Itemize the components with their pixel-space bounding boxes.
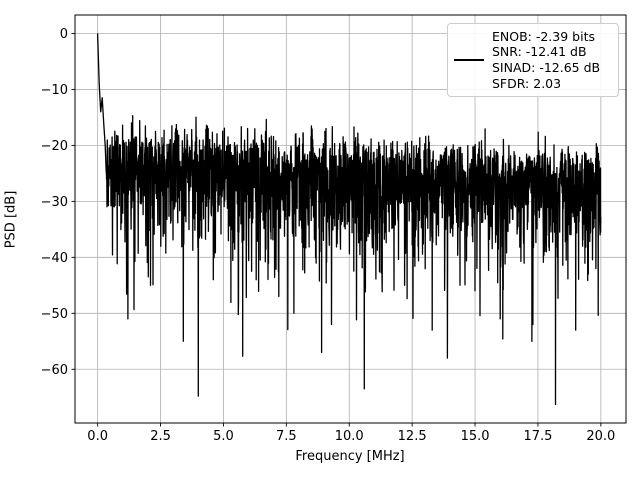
legend-line-sample: [454, 59, 484, 61]
legend-entry-snr: SNR: -12.41 dB: [492, 44, 587, 60]
psd-trace: [96, 33, 602, 406]
x-tick-label: 0.0: [87, 429, 108, 444]
x-tick-label: 12.5: [398, 429, 427, 444]
legend-entry-enob: ENOB: -2.39 bits: [492, 28, 595, 44]
y-tick-label: −30: [41, 195, 68, 210]
x-tick-label: 7.5: [276, 429, 297, 444]
x-axis-label: Frequency [MHz]: [295, 449, 405, 464]
y-tick-label: −20: [41, 139, 68, 154]
x-tick-label: 20.0: [586, 429, 615, 444]
x-tick-label: 15.0: [461, 429, 490, 444]
x-tick-label: 10.0: [335, 429, 364, 444]
legend-entry-sfdr: SFDR: 2.03: [492, 75, 562, 91]
plot-border: [74, 14, 627, 424]
x-tick-label: 5.0: [213, 429, 234, 444]
y-tick-label: −10: [41, 83, 68, 98]
y-tick-label: 0: [60, 27, 68, 42]
y-tick-label: −60: [41, 363, 68, 378]
legend-entry-sinad: SINAD: -12.65 dB: [492, 60, 601, 75]
legend-entries: ENOB: -2.39 bits SNR: -12.41 dB SINAD: -…: [492, 29, 612, 91]
y-tick-label: −50: [41, 307, 68, 322]
y-axis-label: PSD [dB]: [3, 190, 19, 249]
x-tick-label: 17.5: [523, 429, 552, 444]
y-tick-label: −40: [41, 251, 68, 266]
legend: ENOB: -2.39 bits SNR: -12.41 dB SINAD: -…: [447, 23, 619, 97]
x-tick-label: 2.5: [150, 429, 171, 444]
